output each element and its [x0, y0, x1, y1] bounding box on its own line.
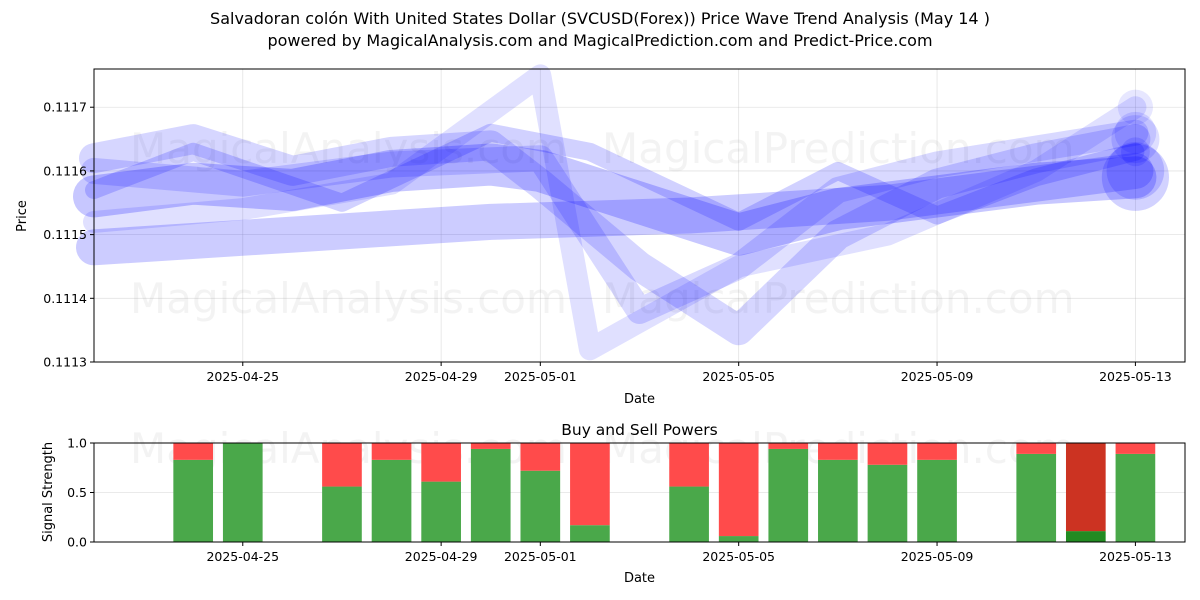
- price-wave-line: [73, 143, 1157, 256]
- buy-bar: [669, 486, 709, 542]
- buy-bar: [1115, 453, 1156, 542]
- price-wave-line: [83, 64, 1147, 361]
- chart-title: Salvadoran colón With United States Doll…: [210, 9, 990, 28]
- price-x-tick-label: 2025-05-01: [504, 369, 577, 384]
- buy-sell-axes: 2025-04-25 2025-04-29 2025-05-01 2025-05-05…: [67, 436, 1172, 565]
- buy-sell-x-tick-label: 2025-04-29: [405, 549, 478, 564]
- buy-sell-x-tick-label: 2025-05-01: [504, 549, 577, 564]
- price-wave-line: [79, 124, 1151, 346]
- buy-bar: [421, 481, 461, 542]
- price-wave-endpoint: [1114, 111, 1157, 154]
- sell-bar: [818, 443, 858, 460]
- price-wave-endpoint: [1121, 137, 1150, 167]
- sell-bar: [371, 443, 412, 460]
- price-wave-endpoint: [1106, 142, 1165, 200]
- sell-bar: [917, 443, 957, 460]
- buy-sell-y-tick-label: 0.5: [67, 485, 87, 500]
- watermark-analysis: MagicalAnalysis.com: [130, 274, 567, 323]
- buy-bar: [173, 459, 214, 542]
- sell-bar: [421, 443, 461, 482]
- price-wave-panel: MagicalAnalysis.com MagicalPrediction.co…: [15, 64, 1186, 407]
- price-wave-endpoint: [1111, 115, 1160, 164]
- price-wave-line: [85, 123, 1145, 231]
- buy-bar: [520, 470, 561, 542]
- price-axes: 2025-04-25 2025-04-29 2025-05-01 2025-05-05…: [43, 100, 1171, 384]
- buy-bar: [917, 459, 957, 542]
- price-wave-endpoint: [1101, 143, 1170, 211]
- chart-subtitle: powered by MagicalAnalysis.com and Magic…: [267, 31, 933, 50]
- sell-bar: [470, 443, 511, 449]
- price-x-tick-label: 2025-04-25: [206, 369, 279, 384]
- price-waves: [73, 64, 1170, 361]
- buy-sell-x-tick-label: 2025-05-09: [901, 549, 974, 564]
- watermark-prediction: MagicalPrediction.com: [602, 274, 1075, 323]
- buy-sell-title: Buy and Sell Powers: [561, 421, 718, 439]
- price-wave-endpoint: [1117, 89, 1154, 125]
- price-y-tick-label: 0.1113: [43, 355, 87, 370]
- sell-bar: [867, 443, 908, 465]
- buy-sell-panel: Buy and Sell Powers MagicalAnalysis.com …: [41, 421, 1186, 586]
- buy-bar: [768, 448, 809, 542]
- buy-bar: [718, 536, 759, 542]
- price-x-axis-label: Date: [624, 392, 655, 407]
- price-x-tick-label: 2025-05-05: [702, 369, 775, 384]
- buy-sell-x-tick-label: 2025-05-13: [1099, 549, 1172, 564]
- buy-bar: [322, 486, 362, 542]
- buy-bar: [867, 464, 908, 542]
- sell-bar: [520, 443, 561, 471]
- buy-bar: [470, 448, 511, 542]
- buy-sell-y-axis-label: Signal Strength: [41, 442, 56, 542]
- buy-bar: [1065, 531, 1106, 542]
- buy-sell-bars: [173, 443, 1156, 542]
- buy-sell-x-tick-label: 2025-04-25: [206, 549, 279, 564]
- price-plot-frame: [93, 68, 1186, 363]
- sell-bar: [1065, 443, 1106, 532]
- sell-bar: [173, 443, 214, 460]
- sell-bar: [322, 443, 362, 487]
- sell-bar: [669, 443, 709, 487]
- price-x-tick-label: 2025-04-29: [405, 369, 478, 384]
- buy-sell-x-axis-label: Date: [624, 571, 655, 586]
- watermark-prediction: MagicalPrediction.com: [602, 124, 1075, 173]
- sell-bar: [718, 443, 759, 537]
- buy-sell-x-tick-label: 2025-05-05: [702, 549, 775, 564]
- price-x-tick-label: 2025-05-13: [1099, 369, 1172, 384]
- price-y-tick-label: 0.1114: [43, 291, 87, 306]
- buy-bar: [818, 459, 858, 542]
- price-wave-line: [76, 152, 1154, 266]
- buy-bar: [570, 525, 610, 542]
- sell-bar: [1115, 443, 1156, 454]
- sell-bar: [768, 443, 809, 449]
- price-wave-line: [81, 119, 1149, 324]
- price-y-tick-label: 0.1117: [43, 100, 87, 115]
- buy-sell-y-tick-label: 1.0: [67, 436, 87, 451]
- price-x-tick-label: 2025-05-09: [901, 369, 974, 384]
- price-y-tick-label: 0.1116: [43, 163, 87, 178]
- price-watermarks: MagicalAnalysis.com MagicalPrediction.co…: [130, 124, 1075, 323]
- buy-sell-y-tick-label: 0.0: [67, 535, 87, 550]
- buy-bar: [371, 459, 412, 542]
- buy-bar: [222, 443, 263, 542]
- price-y-tick-label: 0.1115: [43, 227, 87, 242]
- buy-bar: [1016, 453, 1057, 542]
- buy-sell-plot-frame: [93, 442, 1186, 543]
- price-y-axis-label: Price: [15, 200, 30, 232]
- watermark-analysis: MagicalAnalysis.com: [130, 124, 567, 173]
- sell-bar: [570, 443, 610, 526]
- sell-bar: [1016, 443, 1057, 454]
